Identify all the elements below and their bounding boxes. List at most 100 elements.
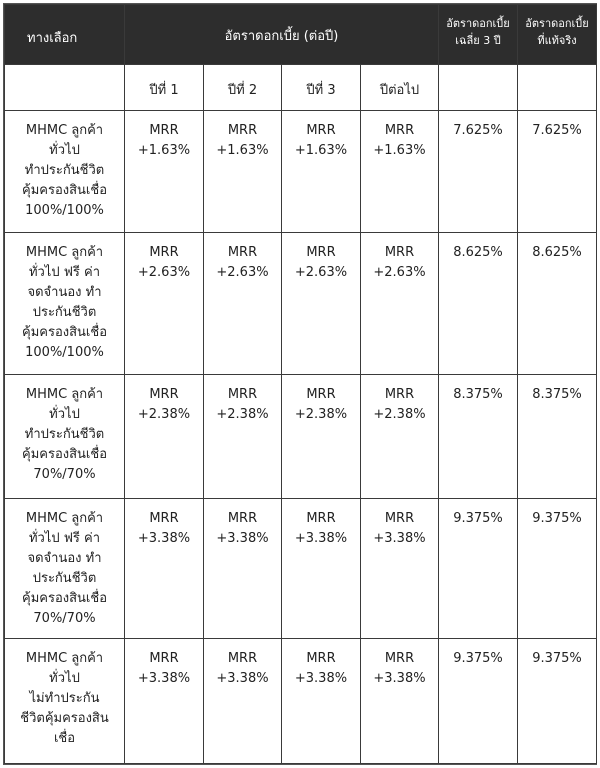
option-cell: MHMC ลูกค้าทั่วไปทำประกันชีวิตคุ้มครองสิ… <box>4 110 125 233</box>
rate-margin: +1.63% <box>137 143 191 158</box>
subheader-year-next: ปีต่อไป <box>360 64 439 111</box>
effective-rate-cell: 9.375% <box>517 498 597 639</box>
rate-margin: +3.38% <box>216 531 269 546</box>
year-4-rate-cell: MRR +3.38% <box>360 498 439 639</box>
option-line: ทั่วไป <box>49 143 80 158</box>
rate-base: MRR <box>227 511 258 526</box>
header-avg-3-years-line1: อัตราดอกเบี้ย <box>446 17 510 30</box>
option-line: คุ้มครองสินเชื่อ <box>22 325 107 340</box>
header-avg-3-years: อัตราดอกเบี้ย เฉลี่ย 3 ปี <box>438 4 518 65</box>
rate-margin: +2.63% <box>294 265 348 280</box>
subheader-empty <box>438 64 518 111</box>
rate-margin: +3.38% <box>294 671 348 686</box>
year-4-rate-cell: MRR +2.38% <box>360 374 439 499</box>
option-line: ทั่วไป ฟรี ค่า <box>28 265 101 280</box>
rate-base: MRR <box>227 387 258 402</box>
subheader-year-1: ปีที่ 1 <box>124 64 204 111</box>
subheader-empty <box>4 64 125 111</box>
avg-3-year-rate-cell: 8.625% <box>438 232 518 375</box>
rate-base: MRR <box>227 651 258 666</box>
rate-base: MRR <box>227 245 258 260</box>
rate-base: MRR <box>384 511 415 526</box>
avg-3-year-rate-cell: 9.375% <box>438 638 518 764</box>
rate-base: MRR <box>149 387 179 402</box>
year-1-rate-cell: MRR +3.38% <box>124 638 204 764</box>
rate-base: MRR <box>149 651 179 666</box>
rate-base: MRR <box>306 511 336 526</box>
rate-margin: +3.38% <box>373 531 426 546</box>
rate-margin: +3.38% <box>373 671 426 686</box>
year-2-rate-cell: MRR +1.63% <box>203 110 282 233</box>
option-cell: MHMC ลูกค้า ทั่วไป ทำประกันชีวิต คุ้มครองสิ… <box>4 374 125 499</box>
avg-3-year-rate-cell: 7.625% <box>438 110 518 233</box>
option-line: ทั่วไป <box>49 407 80 422</box>
option-line: ประกันชีวิต <box>32 571 97 586</box>
option-line: คุ้มครองสินเชื่อ <box>22 183 107 198</box>
rate-base: MRR <box>384 123 415 138</box>
year-1-rate-cell: MRR +2.63% <box>124 232 204 375</box>
rate-margin: +2.63% <box>137 265 191 280</box>
rate-margin: +2.38% <box>216 407 269 422</box>
header-effective-rate: อัตราดอกเบี้ย ที่แท้จริง <box>517 4 597 65</box>
table-row: MHMC ลูกค้า ทั่วไป ทำประกันชีวิต คุ้มครองสิ… <box>4 374 597 499</box>
rate-margin: +1.63% <box>216 143 269 158</box>
interest-rate-table: ทางเลือก อัตราดอกเบี้ย (ต่อปี) อัตราดอกเ… <box>4 4 597 764</box>
year-1-rate-cell: MRR +2.38% <box>124 374 204 499</box>
option-line: 70%/70% <box>33 611 96 626</box>
option-line: ทำประกันชีวิต <box>24 427 105 442</box>
header-option: ทางเลือก <box>4 4 125 65</box>
rate-base: MRR <box>384 651 415 666</box>
rate-margin: +2.38% <box>294 407 348 422</box>
rate-base: MRR <box>306 245 336 260</box>
header-rate-per-year: อัตราดอกเบี้ย (ต่อปี) <box>124 4 439 65</box>
year-2-rate-cell: MRR +3.38% <box>203 498 282 639</box>
effective-rate-cell: 7.625% <box>517 110 597 233</box>
table-row: MHMC ลูกค้า ทั่วไป ฟรี ค่า จดจำนอง ทำ ประกั… <box>4 232 597 375</box>
option-line: 100%/100% <box>25 203 104 218</box>
year-1-rate-cell: MRR +3.38% <box>124 498 204 639</box>
subheader-year-2: ปีที่ 2 <box>203 64 282 111</box>
rate-margin: +3.38% <box>216 671 269 686</box>
option-line: 70%/70% <box>33 467 96 482</box>
table-row: MHMC ลูกค้าทั่วไปทำประกันชีวิตคุ้มครองสิ… <box>4 110 597 233</box>
option-line: ทำประกันชีวิต <box>24 163 105 178</box>
year-2-rate-cell: MRR +2.38% <box>203 374 282 499</box>
year-3-rate-cell: MRR +2.38% <box>281 374 361 499</box>
option-line: MHMC ลูกค้า <box>25 123 104 138</box>
rate-base: MRR <box>149 511 179 526</box>
effective-rate-cell: 8.375% <box>517 374 597 499</box>
year-4-rate-cell: MRR +1.63% <box>360 110 439 233</box>
rate-margin: +3.38% <box>294 531 348 546</box>
year-4-rate-cell: MRR +2.63% <box>360 232 439 375</box>
rate-margin: +1.63% <box>373 143 426 158</box>
rate-base: MRR <box>306 123 336 138</box>
subheader-row: ปีที่ 1 ปีที่ 2 ปีที่ 3 ปีต่อไป <box>4 64 597 111</box>
option-line: ทั่วไป <box>49 671 80 686</box>
year-3-rate-cell: MRR +3.38% <box>281 638 361 764</box>
header-avg-3-years-line2: เฉลี่ย 3 ปี <box>455 34 501 47</box>
year-4-rate-cell: MRR +3.38% <box>360 638 439 764</box>
option-line: ไม่ทำประกัน <box>29 691 100 706</box>
option-line: จดจำนอง ทำ <box>27 285 102 300</box>
option-cell: MHMC ลูกค้า ทั่วไป ฟรี ค่า จดจำนอง ทำ ประกั… <box>4 232 125 375</box>
option-cell: MHMC ลูกค้า ทั่วไป ฟรี ค่า จดจำนอง ทำ ประกั… <box>4 498 125 639</box>
rate-base: MRR <box>227 123 258 138</box>
option-line: ประกันชีวิต <box>32 305 97 320</box>
rate-base: MRR <box>306 651 336 666</box>
rate-table-container: ทางเลือก อัตราดอกเบี้ย (ต่อปี) อัตราดอกเ… <box>3 3 597 765</box>
rate-margin: +3.38% <box>137 531 191 546</box>
option-line: คุ้มครองสินเชื่อ <box>22 591 107 606</box>
avg-3-year-rate-cell: 8.375% <box>438 374 518 499</box>
header-row: ทางเลือก อัตราดอกเบี้ย (ต่อปี) อัตราดอกเ… <box>4 4 597 65</box>
option-line: MHMC ลูกค้า <box>25 387 104 402</box>
option-line: เชื่อ <box>53 731 76 746</box>
header-effective-rate-line1: อัตราดอกเบี้ย <box>525 17 589 30</box>
option-cell: MHMC ลูกค้า ทั่วไป ไม่ทำประกัน ชีวิตคุ้มครอ… <box>4 638 125 764</box>
option-line: ทั่วไป ฟรี ค่า <box>28 531 101 546</box>
year-1-rate-cell: MRR +1.63% <box>124 110 204 233</box>
rate-margin: +2.38% <box>373 407 426 422</box>
year-2-rate-cell: MRR +3.38% <box>203 638 282 764</box>
rate-margin: +2.38% <box>137 407 191 422</box>
effective-rate-cell: 8.625% <box>517 232 597 375</box>
effective-rate-cell: 9.375% <box>517 638 597 764</box>
